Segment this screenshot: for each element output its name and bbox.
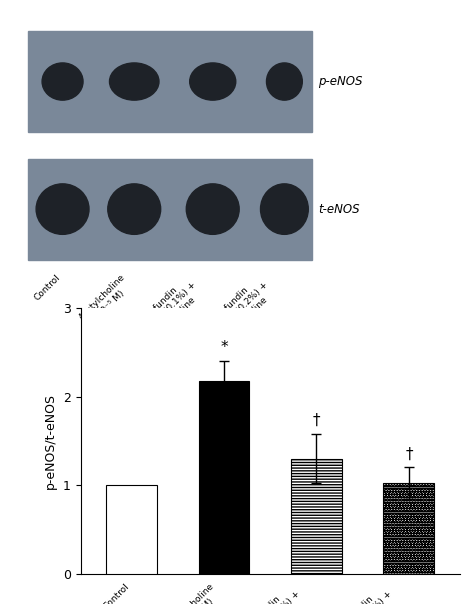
Text: *: *	[220, 340, 228, 355]
Ellipse shape	[109, 63, 159, 100]
Text: Control: Control	[33, 273, 63, 303]
Ellipse shape	[186, 184, 239, 234]
Ellipse shape	[266, 63, 302, 100]
Text: p-eNOS: p-eNOS	[319, 75, 363, 88]
Ellipse shape	[108, 184, 161, 234]
Text: Lipofundin
MCT/LCT (0.1%) +
acetylcholine
(10⁻⁵ M): Lipofundin MCT/LCT (0.1%) + acetylcholin…	[126, 273, 213, 359]
Bar	[106, 485, 157, 574]
Text: Acetylcholine
(10⁻⁵ M): Acetylcholine (10⁻⁵ M)	[77, 273, 134, 330]
Bar	[28, 159, 312, 260]
Ellipse shape	[261, 184, 308, 234]
Y-axis label: p-eNOS/t-eNOS: p-eNOS/t-eNOS	[44, 393, 57, 489]
Ellipse shape	[36, 184, 89, 234]
Text: Lipofundin
MCT/LCT (0.2%) +
acetylcholine
(10⁻⁵ M): Lipofundin MCT/LCT (0.2%) + acetylcholin…	[198, 273, 284, 359]
Bar	[383, 483, 434, 574]
Text: †: †	[313, 413, 320, 428]
Text: †: †	[405, 446, 413, 461]
Ellipse shape	[190, 63, 236, 100]
Bar	[291, 458, 342, 574]
Bar	[199, 381, 249, 574]
Text: t-eNOS: t-eNOS	[319, 202, 360, 216]
Ellipse shape	[42, 63, 83, 100]
Bar	[28, 31, 312, 132]
